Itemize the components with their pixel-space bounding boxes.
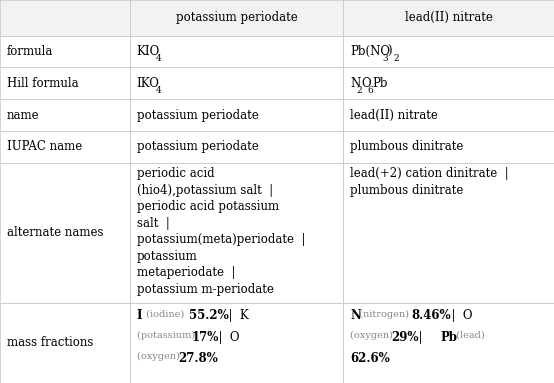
Bar <box>130 99 343 131</box>
Text: potassium periodate: potassium periodate <box>137 141 259 153</box>
Text: name: name <box>7 109 39 121</box>
Text: lead(II) nitrate: lead(II) nitrate <box>405 11 493 24</box>
Text: I: I <box>137 309 142 322</box>
Text: lead(II) nitrate: lead(II) nitrate <box>350 109 438 121</box>
Text: 4: 4 <box>156 54 162 63</box>
Text: |  O: | O <box>444 309 472 322</box>
Bar <box>0 0 130 36</box>
Text: 29%: 29% <box>392 331 419 344</box>
Text: O: O <box>361 77 371 90</box>
Text: Pb: Pb <box>372 77 388 90</box>
Text: plumbous dinitrate: plumbous dinitrate <box>350 141 464 153</box>
Text: 4: 4 <box>156 86 162 95</box>
Text: (potassium): (potassium) <box>137 331 198 340</box>
Text: IUPAC name: IUPAC name <box>7 141 82 153</box>
Bar <box>343 303 554 383</box>
Bar <box>130 163 343 303</box>
Bar <box>130 36 343 67</box>
Text: 2: 2 <box>393 54 399 63</box>
Text: 27.8%: 27.8% <box>178 352 218 365</box>
Text: 55.2%: 55.2% <box>189 309 229 322</box>
Bar <box>343 163 554 303</box>
Text: N: N <box>350 77 361 90</box>
Text: (lead): (lead) <box>453 331 485 339</box>
Text: KIO: KIO <box>137 45 160 58</box>
Bar <box>130 303 343 383</box>
Bar <box>343 67 554 99</box>
Text: Hill formula: Hill formula <box>7 77 78 90</box>
Text: formula: formula <box>7 45 53 58</box>
Bar <box>0 67 130 99</box>
Text: 2: 2 <box>357 86 362 95</box>
Bar <box>130 0 343 36</box>
Text: potassium periodate: potassium periodate <box>137 109 259 121</box>
Text: |  K: | K <box>221 309 249 322</box>
Bar <box>130 67 343 99</box>
Bar <box>0 131 130 163</box>
Text: IKO: IKO <box>137 77 160 90</box>
Bar <box>130 131 343 163</box>
Text: 17%: 17% <box>192 331 219 344</box>
Text: 6: 6 <box>368 86 373 95</box>
Bar <box>343 0 554 36</box>
Bar <box>0 303 130 383</box>
Text: alternate names: alternate names <box>7 226 103 239</box>
Bar <box>343 99 554 131</box>
Text: periodic acid
(hio4),potassium salt  |
periodic acid potassium
salt  |
potassium: periodic acid (hio4),potassium salt | pe… <box>137 167 305 296</box>
Text: mass fractions: mass fractions <box>7 336 93 349</box>
Text: (nitrogen): (nitrogen) <box>357 309 413 319</box>
Text: 62.6%: 62.6% <box>350 352 390 365</box>
Bar <box>343 131 554 163</box>
Bar <box>0 163 130 303</box>
Text: 3: 3 <box>382 54 388 63</box>
Bar <box>0 36 130 67</box>
Text: N: N <box>350 309 361 322</box>
Bar <box>0 99 130 131</box>
Text: lead(+2) cation dinitrate  |
plumbous dinitrate: lead(+2) cation dinitrate | plumbous din… <box>350 167 509 197</box>
Text: Pb: Pb <box>440 331 457 344</box>
Text: |: | <box>411 331 429 344</box>
Text: |  O: | O <box>211 331 240 344</box>
Text: (oxygen): (oxygen) <box>350 331 396 340</box>
Text: Pb(NO: Pb(NO <box>350 45 390 58</box>
Text: (iodine): (iodine) <box>143 309 188 318</box>
Text: 8.46%: 8.46% <box>412 309 452 322</box>
Bar <box>343 36 554 67</box>
Text: (oxygen): (oxygen) <box>137 352 183 361</box>
Text: ): ) <box>387 45 391 58</box>
Text: potassium periodate: potassium periodate <box>176 11 297 24</box>
